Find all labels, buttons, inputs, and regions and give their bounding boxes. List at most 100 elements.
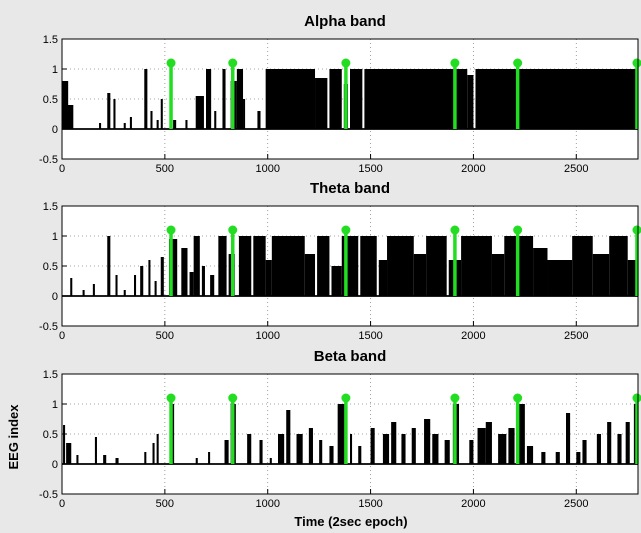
signal-burst <box>627 260 638 296</box>
alpha-band-panel: Alpha band -0.500.511.50 500 1000 1500 2000 2… <box>39 13 641 175</box>
signal-burst <box>107 93 111 129</box>
x-tick-label: 1500 <box>358 498 382 510</box>
y-axis-label: EEG index <box>6 404 21 470</box>
signal-burst <box>331 266 342 296</box>
event-marker-head <box>513 393 523 403</box>
signal-burst <box>103 455 107 464</box>
signal-burst <box>582 440 587 464</box>
signal-burst <box>181 248 188 296</box>
signal-burst <box>592 254 610 296</box>
signal-burst <box>259 440 263 464</box>
signal-burst <box>444 440 450 464</box>
signal-burst <box>222 69 226 129</box>
event-marker-head <box>228 393 238 403</box>
panel-title: Theta band <box>310 180 390 197</box>
event-marker-head <box>632 393 641 403</box>
signal-burst <box>154 281 157 296</box>
x-tick-label: 0 <box>59 163 65 175</box>
event-marker-head <box>341 225 351 235</box>
signal-burst <box>337 404 346 464</box>
signal-burst <box>193 236 200 296</box>
signal-burst <box>156 120 159 129</box>
signal-burst <box>360 236 377 296</box>
signal-burst <box>66 443 72 464</box>
signal-burst <box>498 434 507 464</box>
event-marker-head <box>166 393 176 403</box>
x-tick-label: 1500 <box>358 163 382 175</box>
signal-burst <box>218 236 227 296</box>
signal-burst <box>317 236 330 296</box>
x-tick-label: 500 <box>156 498 174 510</box>
signal-burst <box>350 434 353 464</box>
signal-burst <box>265 69 316 129</box>
signal-burst <box>378 260 388 296</box>
event-marker-head <box>166 225 176 235</box>
signal-burst <box>144 69 148 129</box>
y-tick-label: 0.5 <box>43 94 58 106</box>
x-tick-label: 500 <box>156 163 174 175</box>
signal-burst <box>115 458 119 464</box>
x-tick-label: 500 <box>156 330 174 342</box>
signal-burst <box>82 290 85 296</box>
signal-burst <box>144 452 147 464</box>
signal-burst <box>411 428 416 464</box>
signal-burst <box>62 81 69 129</box>
signal-burst <box>257 111 261 129</box>
signal-burst <box>247 434 252 464</box>
signal-burst <box>94 437 97 464</box>
signal-burst <box>208 452 211 464</box>
signal-burst <box>236 69 244 129</box>
theta-band-panel: Theta band -0.500.511.50 500 1000 1500 2000 2… <box>39 180 641 342</box>
event-marker-head <box>632 58 641 68</box>
event-marker-head <box>166 58 176 68</box>
event-marker-head <box>513 225 523 235</box>
y-tick-label: 1.5 <box>43 369 58 381</box>
signal-burst <box>424 419 431 464</box>
y-tick-label: 0 <box>52 459 58 471</box>
signal-burst <box>99 123 102 129</box>
x-tick-label: 2500 <box>564 163 588 175</box>
signal-burst <box>617 434 622 464</box>
y-tick-label: 0 <box>52 291 58 303</box>
x-tick-label: 2000 <box>461 498 485 510</box>
signal-burst <box>304 254 316 296</box>
signal-burst <box>160 99 163 129</box>
signal-burst <box>243 99 246 129</box>
signal-burst <box>129 117 132 129</box>
signal-burst <box>401 434 406 464</box>
x-axis-label: Time (2sec epoch) <box>294 514 407 529</box>
y-tick-label: 1.5 <box>43 34 58 46</box>
signal-burst <box>70 278 73 296</box>
signal-burst <box>469 440 474 464</box>
signal-burst <box>315 78 328 129</box>
signal-burst <box>152 443 155 464</box>
signal-burst <box>485 422 492 464</box>
x-tick-label: 2500 <box>564 330 588 342</box>
x-tick-label: 1500 <box>358 330 382 342</box>
signal-burst <box>566 413 571 464</box>
signal-burst <box>160 257 164 296</box>
signal-burst <box>426 236 447 296</box>
signal-burst <box>358 446 362 464</box>
signal-burst <box>308 428 313 464</box>
event-marker-head <box>341 58 351 68</box>
signal-burst <box>387 236 414 296</box>
signal-burst <box>526 446 534 464</box>
signal-burst <box>382 434 390 464</box>
signal-burst <box>271 236 305 296</box>
x-tick-label: 2000 <box>461 330 485 342</box>
x-tick-label: 1000 <box>255 498 279 510</box>
y-tick-label: 0.5 <box>43 261 58 273</box>
signal-burst <box>115 275 118 296</box>
y-tick-label: 1 <box>52 64 58 76</box>
event-marker-head <box>632 225 641 235</box>
signal-burst <box>508 428 515 464</box>
event-marker-head <box>513 58 523 68</box>
y-tick-label: 0.5 <box>43 429 58 441</box>
signal-burst <box>148 260 151 296</box>
signal-burst <box>269 458 272 464</box>
signal-burst <box>123 290 126 296</box>
event-marker-head <box>450 58 460 68</box>
signal-burst <box>76 455 79 464</box>
panel-title: Alpha band <box>304 13 386 30</box>
